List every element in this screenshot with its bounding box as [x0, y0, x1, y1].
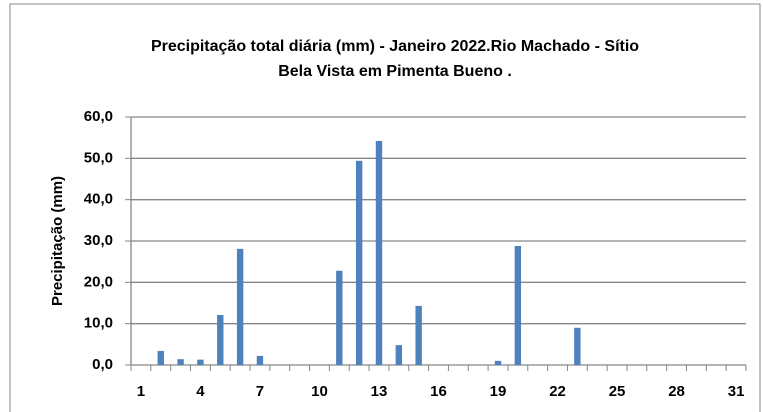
- x-tick-label: 31: [728, 383, 745, 400]
- bar: [217, 314, 224, 365]
- bar: [256, 355, 264, 365]
- x-tick-label: 10: [311, 383, 328, 400]
- bar: [574, 327, 581, 365]
- bar: [514, 245, 522, 365]
- bar: [157, 350, 164, 365]
- bar: [236, 248, 244, 365]
- x-tick-label: 25: [609, 383, 626, 400]
- bar: [494, 360, 502, 365]
- bar: [415, 305, 422, 365]
- chart-frame: [9, 3, 761, 412]
- chart-title: Precipitação total diária (mm) - Janeiro…: [151, 38, 639, 80]
- x-tick-label: 7: [256, 383, 264, 400]
- y-tick-label: 20,0: [84, 273, 113, 290]
- bar: [355, 160, 363, 365]
- y-tick-label: 0,0: [92, 356, 113, 373]
- x-tick-label: 4: [196, 383, 205, 400]
- bar: [336, 270, 343, 365]
- bar: [375, 140, 383, 365]
- y-tick-label: 50,0: [84, 149, 113, 166]
- y-axis-label: Precipitação (mm): [49, 176, 66, 306]
- bar: [177, 359, 184, 365]
- x-tick-label: 16: [430, 383, 447, 400]
- x-tick-label: 1: [137, 383, 145, 400]
- x-tick-label: 22: [549, 383, 566, 400]
- y-tick-label: 10,0: [84, 315, 113, 332]
- bar: [197, 359, 204, 365]
- y-tick-label: 30,0: [84, 232, 113, 249]
- x-tick-label: 19: [490, 383, 507, 400]
- y-tick-label: 60,0: [84, 108, 113, 125]
- x-tick-label: 13: [371, 383, 388, 400]
- x-tick-label: 28: [668, 383, 685, 400]
- bar: [395, 345, 403, 365]
- y-tick-label: 40,0: [84, 191, 113, 208]
